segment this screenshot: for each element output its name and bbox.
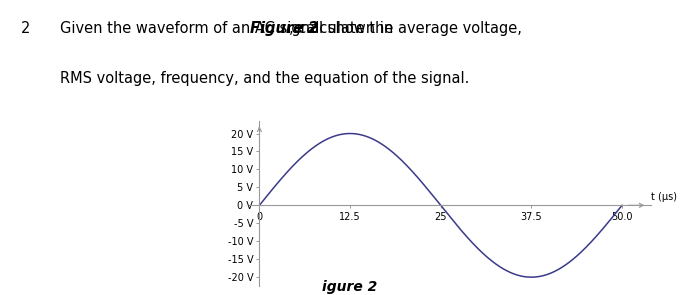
Text: 2: 2 [21,21,30,36]
Text: t (μs): t (μs) [651,192,677,202]
Text: RMS voltage, frequency, and the equation of the signal.: RMS voltage, frequency, and the equation… [60,71,469,86]
Text: , calculate the average voltage,: , calculate the average voltage, [288,21,522,36]
Text: Figure 2: Figure 2 [251,21,318,36]
Text: igure 2: igure 2 [323,280,377,294]
Text: Given the waveform of an AC signal shown in: Given the waveform of an AC signal shown… [60,21,398,36]
